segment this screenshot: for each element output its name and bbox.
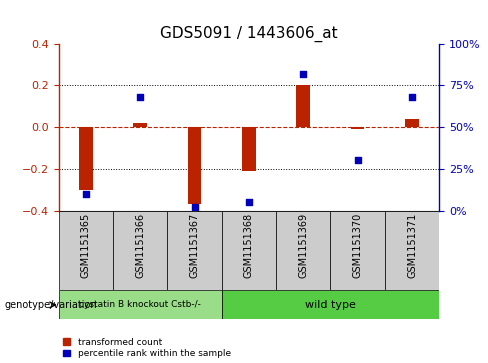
- Text: GSM1151365: GSM1151365: [81, 213, 91, 278]
- Bar: [222, 290, 439, 319]
- Point: [354, 158, 362, 163]
- Text: GSM1151371: GSM1151371: [407, 213, 417, 278]
- Point: [82, 191, 90, 197]
- Text: GSM1151370: GSM1151370: [353, 213, 363, 278]
- Text: GSM1151368: GSM1151368: [244, 213, 254, 278]
- Bar: [385, 211, 439, 290]
- Bar: [405, 119, 419, 127]
- Bar: [276, 211, 330, 290]
- Point: [136, 94, 144, 100]
- Bar: [330, 211, 385, 290]
- Bar: [59, 211, 113, 290]
- Bar: [79, 127, 93, 189]
- Bar: [167, 211, 222, 290]
- Legend: transformed count, percentile rank within the sample: transformed count, percentile rank withi…: [63, 338, 231, 359]
- Title: GDS5091 / 1443606_at: GDS5091 / 1443606_at: [160, 26, 338, 42]
- Bar: [222, 211, 276, 290]
- Point: [191, 204, 199, 210]
- Text: GSM1151366: GSM1151366: [135, 213, 145, 278]
- Bar: [351, 127, 365, 129]
- Text: GSM1151369: GSM1151369: [298, 213, 308, 278]
- Bar: [242, 127, 256, 171]
- Text: genotype/variation: genotype/variation: [5, 300, 98, 310]
- Point: [408, 94, 416, 100]
- Bar: [59, 290, 222, 319]
- Text: GSM1151367: GSM1151367: [189, 213, 200, 278]
- Point: [245, 199, 253, 205]
- Bar: [188, 127, 201, 204]
- Text: wild type: wild type: [305, 300, 356, 310]
- Bar: [133, 123, 147, 127]
- Bar: [113, 211, 167, 290]
- Text: cystatin B knockout Cstb-/-: cystatin B knockout Cstb-/-: [79, 301, 201, 309]
- Point: [299, 71, 307, 77]
- Bar: [297, 85, 310, 127]
